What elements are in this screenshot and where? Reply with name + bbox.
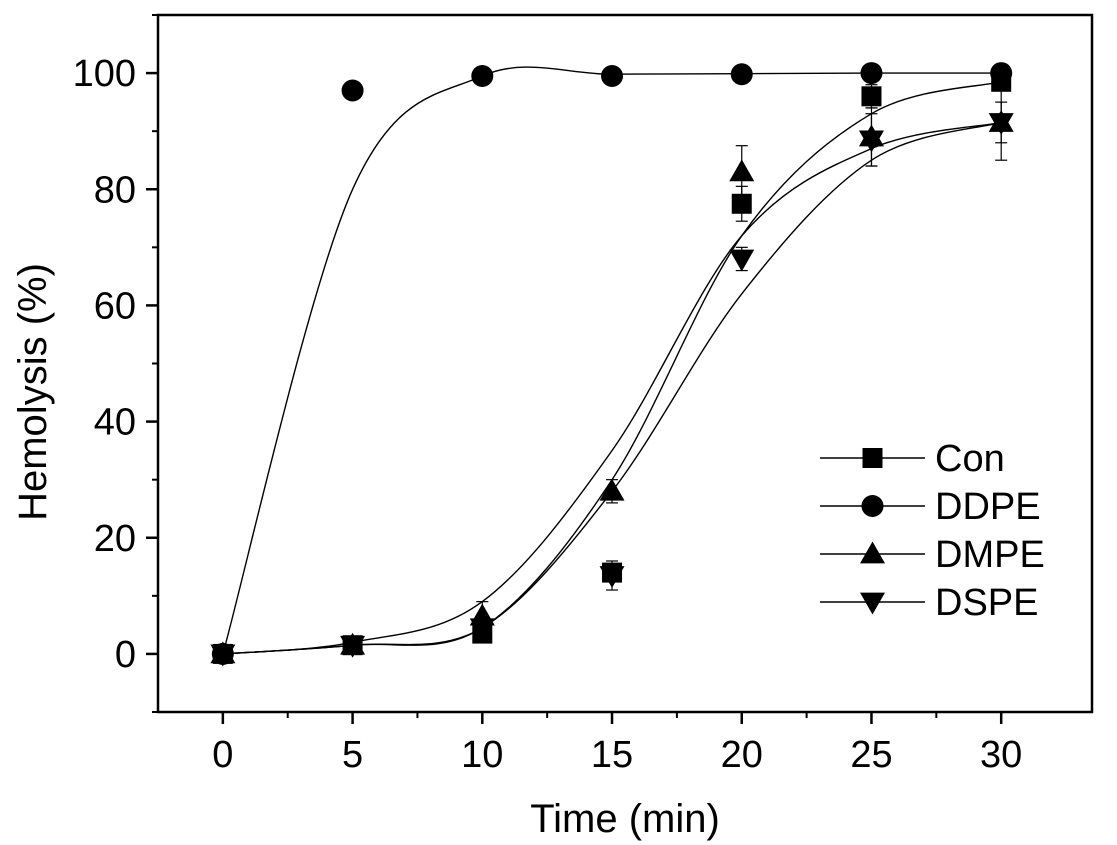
- marker-dspe: [729, 249, 755, 272]
- y-tick-label: 60: [94, 285, 136, 327]
- x-tick-label: 0: [212, 734, 233, 776]
- marker-ddpe: [990, 62, 1013, 85]
- legend-item-dspe: DSPE: [820, 582, 1038, 624]
- legend-item-ddpe: DDPE: [820, 486, 1041, 528]
- x-tick-label: 25: [850, 734, 892, 776]
- y-tick-label: 20: [94, 518, 136, 560]
- marker-ddpe: [730, 63, 753, 86]
- marker-ddpe: [341, 79, 364, 102]
- legend-marker-dmpe: [860, 541, 885, 564]
- legend-label-dspe: DSPE: [935, 582, 1038, 624]
- x-tick-label: 10: [461, 734, 503, 776]
- marker-ddpe: [860, 62, 883, 85]
- legend-label-ddpe: DDPE: [935, 486, 1041, 528]
- y-axis-label: Hemolysis (%): [11, 263, 55, 521]
- marker-ddpe: [471, 64, 494, 87]
- legend-marker-dspe: [860, 592, 885, 615]
- marker-dspe: [599, 566, 625, 589]
- x-tick-label: 20: [721, 734, 763, 776]
- marker-dspe: [858, 130, 884, 153]
- marker-dspe: [988, 113, 1014, 135]
- marker-dmpe: [729, 159, 755, 182]
- x-tick-label: 15: [591, 734, 633, 776]
- legend: Con DDPE DMPE DSPE: [820, 438, 1045, 624]
- y-tick-label: 0: [115, 634, 136, 676]
- fit-curve-ddpe: [222, 66, 1002, 655]
- marker-dspe: [210, 644, 236, 667]
- x-tick-label: 30: [980, 734, 1022, 776]
- axis-ticks: 0 5 10 15 20 25 30 0 20 40 60 80 100: [73, 14, 1022, 776]
- y-tick-label: 40: [94, 402, 136, 444]
- data-markers: [210, 62, 1014, 667]
- marker-con: [731, 193, 752, 214]
- legend-label-dmpe: DMPE: [935, 534, 1045, 576]
- x-axis-label: Time (min): [530, 797, 720, 841]
- error-bars: [346, 72, 1008, 649]
- x-tick-label: 5: [342, 734, 363, 776]
- marker-dmpe: [599, 478, 625, 501]
- marker-con: [861, 86, 882, 107]
- legend-item-con: Con: [820, 438, 1005, 480]
- legend-marker-con: [862, 448, 883, 468]
- legend-item-dmpe: DMPE: [820, 534, 1045, 576]
- marker-dspe: [340, 635, 366, 658]
- marker-ddpe: [601, 64, 624, 87]
- legend-marker-ddpe: [861, 495, 884, 517]
- marker-dspe: [469, 618, 495, 641]
- y-tick-label: 80: [94, 169, 136, 211]
- legend-label-con: Con: [935, 438, 1005, 480]
- y-tick-label: 100: [73, 53, 136, 95]
